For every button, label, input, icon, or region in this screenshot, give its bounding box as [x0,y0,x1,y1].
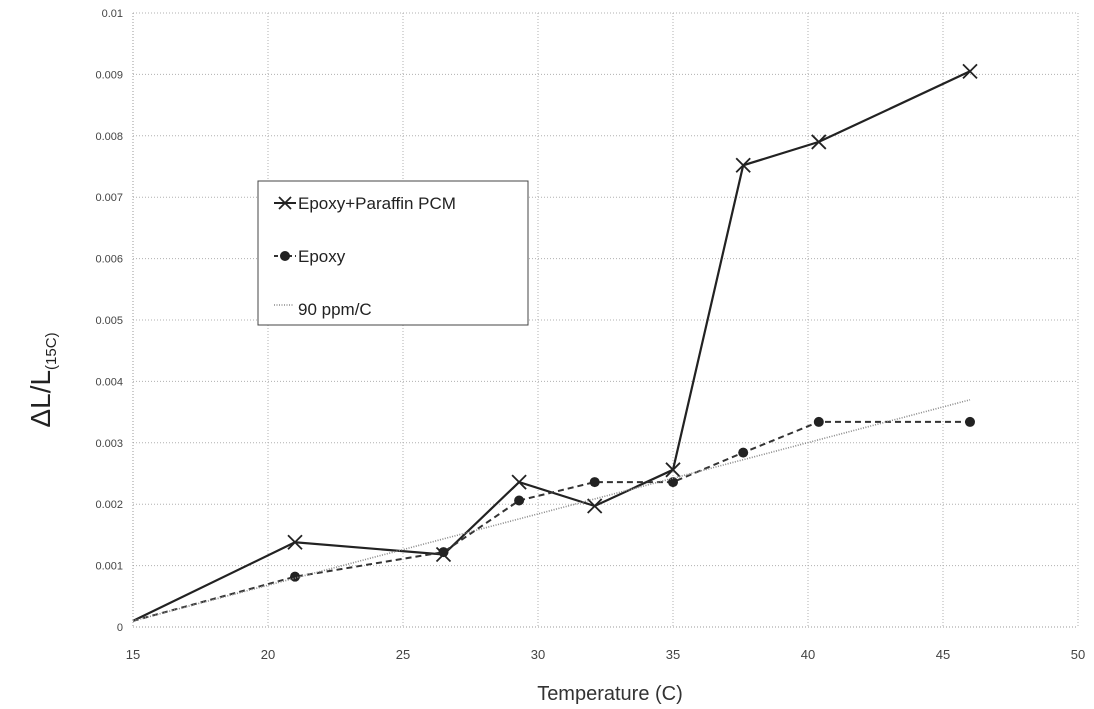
x-marker-stroke [278,196,292,210]
x-tick-label: 40 [801,647,815,662]
data-point-x [511,474,527,490]
y-axis-label: ΔL/L(15C) [25,332,60,427]
x-marker-stroke [587,498,603,514]
data-point-x [735,157,751,173]
x-tick-label: 25 [396,647,410,662]
series-layer [132,63,978,622]
svg-text:ΔL/L(15C): ΔL/L(15C) [25,332,60,427]
x-marker-stroke [962,63,978,79]
x-axis-label: Temperature (C) [537,683,683,705]
data-point-x [287,534,303,550]
y-tick-label: 0.007 [95,192,123,204]
data-point-x [587,498,603,514]
x-marker-stroke [665,462,681,478]
x-tick-label: 30 [531,647,545,662]
x-marker-stroke [287,534,303,550]
data-point-dot [438,547,449,558]
data-point-x [665,462,681,478]
y-tick-label: 0.006 [95,254,123,266]
data-point-dot [813,416,824,427]
legend-marker-x [278,196,292,210]
data-point-x [811,134,827,150]
data-point-dot [514,495,525,506]
legend-box [257,180,529,326]
x-marker-stroke [811,134,827,150]
y-tick-label: 0.01 [102,8,123,20]
data-point-dot [738,447,749,458]
y-tick-label: 0.003 [95,438,123,450]
legend-marker-dot [280,251,290,261]
y-tick-label: 0.005 [95,315,123,327]
x-tick-label: 50 [1071,647,1085,662]
y-tick-label: 0.008 [95,131,123,143]
y-tick-label: 0.002 [95,499,123,511]
data-point-x [962,63,978,79]
data-point-dot [965,416,975,427]
data-point-dot [290,571,300,582]
x-tick-label: 45 [936,647,950,662]
legend-label: Epoxy+Paraffin PCM [298,194,456,213]
y-axis-label-main: ΔL/L [25,370,56,428]
y-tick-label: 0.001 [95,561,123,573]
series-line-2 [132,399,971,622]
legend: Epoxy+Paraffin PCM Epoxy 90 ppm/C [257,180,529,326]
x-tick-label: 20 [261,647,275,662]
x-marker-stroke [511,474,527,490]
x-marker-stroke [735,157,751,173]
y-tick-label: 0 [117,622,123,634]
data-point-dot [589,477,600,488]
y-tick-label: 0.009 [95,69,123,81]
legend-label: Epoxy [298,247,346,266]
y-axis-label-subscript: (15C) [43,332,60,370]
x-tick-label: 15 [126,647,140,662]
x-tick-label: 35 [666,647,680,662]
y-tick-label: 0.004 [95,376,123,388]
legend-label: 90 ppm/C [298,300,372,319]
axes: 0 0.001 0.002 0.003 0.004 0.005 0.006 0.007 0.00… [95,8,1085,662]
